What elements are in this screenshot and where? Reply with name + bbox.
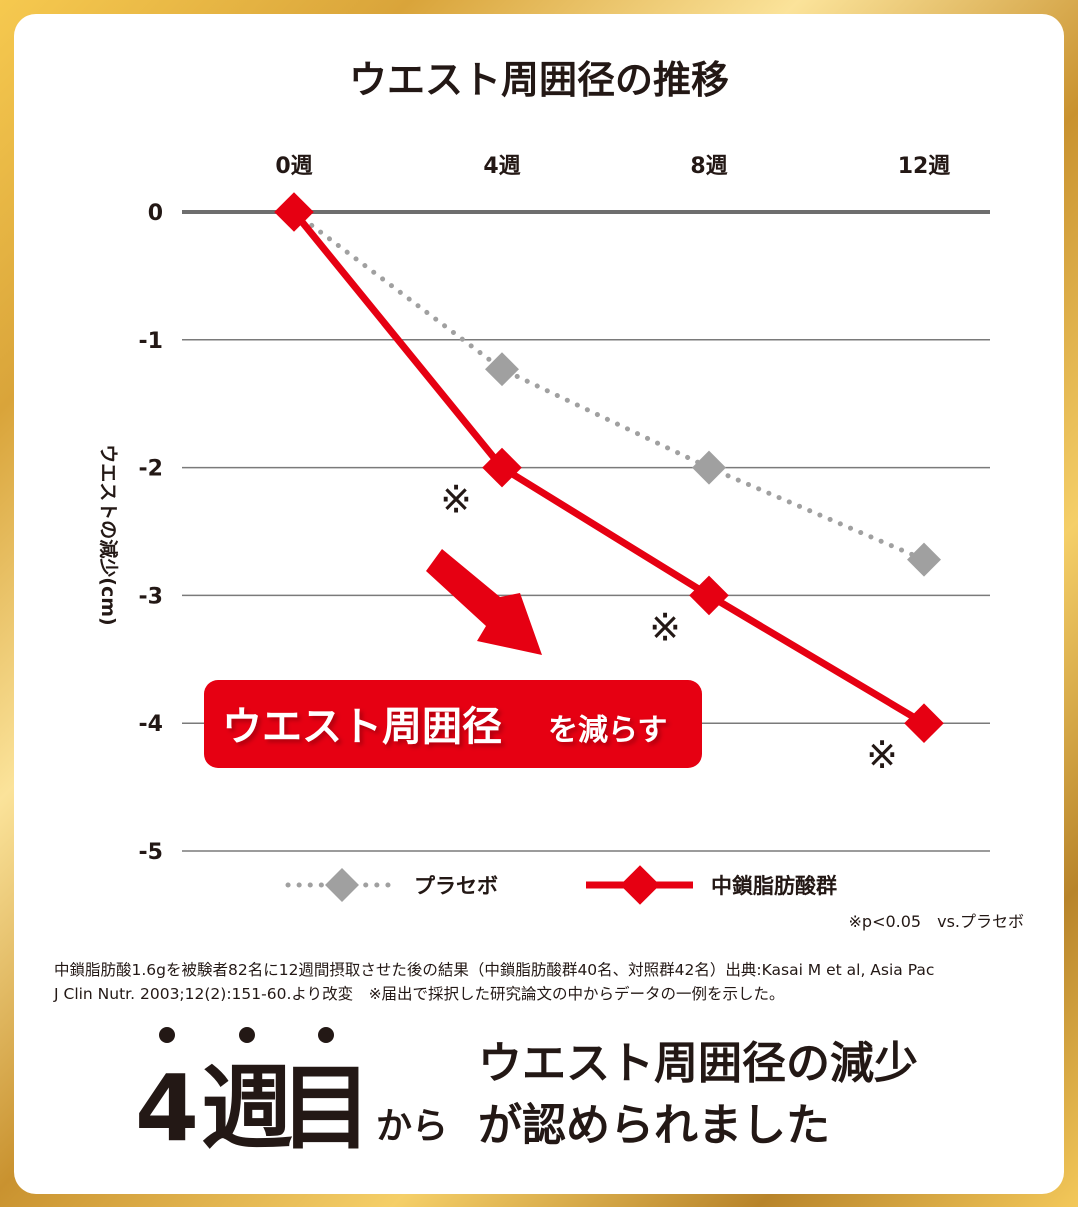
emphasis-dot [318, 1027, 334, 1043]
callout-main: ウエスト周囲径 [222, 704, 502, 750]
placebo-point [692, 450, 726, 485]
treatment-point [904, 703, 944, 743]
significance-marks: ※ ※ ※ [440, 478, 898, 778]
footnote-line2: J Clin Nutr. 2003;12(2):151-60.より改変 ※届出で… [53, 984, 785, 1003]
placebo-point [907, 542, 941, 577]
series-group [274, 192, 944, 743]
y-tick-labels: 0 -1 -2 -3 -4 -5 [139, 201, 163, 865]
chart-title: ウエスト周囲径の推移 [349, 58, 729, 102]
conclusion-week-char: 週 [201, 1055, 293, 1162]
legend-placebo-label: プラセボ [414, 874, 498, 898]
treatment-point [689, 575, 729, 616]
x-tick-label: 4週 [483, 154, 520, 179]
footnote-line1: 中鎖脂肪酸1.6gを被験者82名に12週間摂取させた後の結果（中鎖脂肪酸群40名… [54, 961, 934, 979]
significance-mark: ※ [866, 733, 898, 777]
legend: プラセボ 中鎖脂肪酸群 [285, 865, 837, 905]
placebo-line [291, 209, 927, 563]
treatment-point [274, 192, 314, 232]
legend-treatment-marker [620, 865, 660, 905]
legend-treatment-label: 中鎖脂肪酸群 [711, 874, 837, 898]
treatment-point [482, 447, 522, 488]
y-tick-label: -1 [139, 329, 163, 354]
y-tick-label: 0 [148, 201, 163, 226]
x-tick-label: 8週 [690, 154, 727, 179]
x-tick-label: 0週 [275, 154, 312, 179]
significance-mark: ※ [440, 478, 472, 522]
conclusion: 4 週 目 から ウエスト周囲径の減少 が認められました [135, 1027, 918, 1162]
y-tick-label: -2 [139, 457, 163, 482]
y-tick-label: -3 [139, 584, 163, 609]
y-tick-label: -5 [139, 840, 163, 865]
emphasis-dot [239, 1027, 255, 1043]
emphasis-dot [159, 1027, 175, 1043]
conclusion-week-number: 4 [135, 1055, 199, 1162]
callout-box: ウエスト周囲径 を減らす [204, 680, 702, 768]
legend-placebo-marker [325, 868, 359, 902]
y-tick-label: -4 [139, 712, 163, 737]
callout-tail: を減らす [548, 713, 667, 748]
placebo-point [485, 352, 519, 387]
y-axis-label: ウエストの減少(cm) [97, 444, 120, 625]
x-tick-labels: 0週 4週 8週 12週 [275, 154, 950, 179]
down-arrow-icon [426, 549, 542, 655]
significance-mark: ※ [649, 605, 681, 649]
conclusion-line2: が認められました [478, 1100, 830, 1151]
conclusion-from: から [376, 1106, 448, 1147]
x-tick-label: 12週 [898, 154, 951, 179]
conclusion-me-char: 目 [280, 1055, 372, 1162]
significance-note: ※p<0.05 vs.プラセボ [849, 912, 1025, 931]
conclusion-line1: ウエスト周囲径の減少 [478, 1038, 918, 1089]
treatment-line [291, 209, 926, 727]
